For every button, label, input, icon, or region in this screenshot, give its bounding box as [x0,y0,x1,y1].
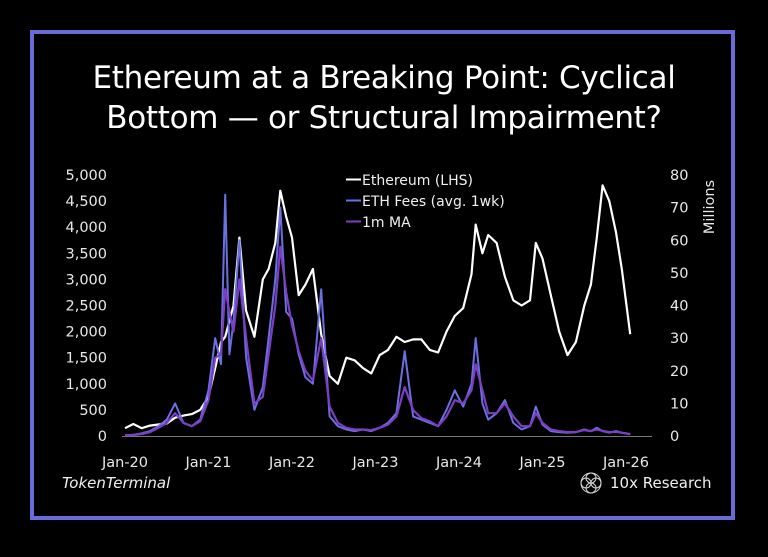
y-right-tick-label: 80 [670,168,688,184]
y-right-tick-label: 20 [670,364,688,380]
x-axis: Jan-20 Jan-21 Jan-22 Jan-23 Jan-24 Jan-25 Jan-… [101,455,649,471]
y-right-tick-label: 70 [670,201,688,217]
x-tick-label: Jan-21 [184,455,231,471]
legend-item-label: Ethereum (LHS) [362,173,473,189]
legend-item-label: ETH Fees (avg. 1wk) [362,194,505,210]
brand-logo: 10x Research [580,472,712,494]
chart-frame [30,30,735,520]
y-right-tick-label: 0 [670,429,679,445]
y-right-tick-label: 60 [670,233,688,249]
chart-title: Ethereum at a Breaking Point: Cyclical B… [0,58,768,138]
x-tick-label: Jan-20 [101,455,148,471]
10x-research-logo-icon [580,472,602,494]
y-left-tick-label: 3,500 [65,246,107,262]
legend: Ethereum (LHS) ETH Fees (avg. 1wk) 1m MA [346,173,505,231]
y-left-tick-label: 3,000 [65,272,107,288]
y-axis-right-label: Millions [702,180,718,234]
y-left-tick-label: 1,500 [65,351,107,367]
y-left-tick-label: 500 [79,403,107,419]
y-right-tick-label: 40 [670,299,688,315]
chart-title-line-1: Ethereum at a Breaking Point: Cyclical [92,60,676,96]
y-left-tick-label: 4,000 [65,220,107,236]
chart-title-line-2: Bottom — or Structural Impairment? [106,100,662,136]
ethereum-price-line [124,184,632,430]
legend-item-label: 1m MA [362,215,411,231]
y-left-tick-label: 5,000 [65,168,107,184]
fees-1m-ma-line [124,245,631,437]
x-tick-label: Jan-23 [351,455,398,471]
y-left-tick-label: 2,500 [65,299,107,315]
y-left-tick-label: 4,500 [65,194,107,210]
y-left-tick-label: 1,000 [65,377,107,393]
y-axis-left: 0 500 1,000 1,500 2,000 2,500 3,000 3,500 4,000 4… [65,168,107,445]
brand-label: 10x Research [610,474,712,492]
plot-area [124,184,632,437]
y-right-tick-label: 50 [670,266,688,282]
source-label: TokenTerminal [62,474,171,492]
x-tick-label: Jan-25 [518,455,565,471]
y-left-tick-label: 0 [98,429,107,445]
y-right-tick-label: 10 [670,396,688,412]
x-tick-label: Jan-22 [268,455,315,471]
y-left-tick-label: 2,000 [65,325,107,341]
y-axis-right: 0 10 20 30 40 50 60 70 80 [670,168,688,445]
x-tick-label: Jan-26 [602,455,649,471]
y-right-tick-label: 30 [670,331,688,347]
x-tick-label: Jan-24 [435,455,482,471]
